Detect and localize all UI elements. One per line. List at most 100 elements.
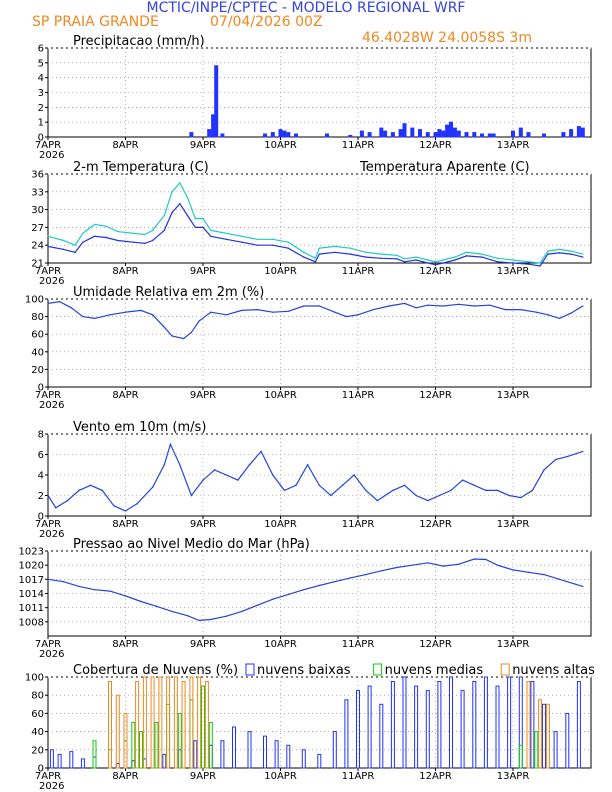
- data-point: [314, 261, 317, 263]
- y-tick-label: 0: [38, 764, 44, 775]
- x-tick-label: 8APR: [112, 140, 138, 151]
- data-point: [512, 262, 514, 264]
- data-point: [349, 253, 351, 255]
- data-point: [287, 310, 289, 313]
- data-point: [496, 261, 499, 263]
- data-point: [512, 569, 514, 571]
- bar: [207, 129, 212, 138]
- bar: [301, 749, 306, 769]
- data-point: [225, 314, 227, 316]
- header-location: SP PRAIA GRANDE: [32, 14, 159, 30]
- bar: [433, 132, 438, 138]
- bar: [425, 690, 430, 769]
- bar: [278, 129, 283, 138]
- bar: [402, 123, 407, 138]
- bar: [232, 726, 236, 769]
- data-point: [539, 265, 541, 267]
- x-tick-label: 12APR: [419, 266, 452, 277]
- bar: [359, 130, 364, 138]
- data-point: [202, 479, 204, 481]
- data-point: [169, 443, 172, 445]
- data-point: [225, 238, 227, 240]
- data-point: [151, 314, 154, 316]
- data-point: [179, 464, 181, 466]
- data-point: [105, 225, 107, 227]
- data-point: [144, 233, 146, 236]
- data-point: [427, 499, 429, 502]
- data-point: [554, 458, 557, 461]
- data-point: [566, 455, 568, 458]
- data-point: [256, 308, 258, 311]
- x-tick-label: 13APR: [497, 140, 530, 151]
- data-point: [303, 251, 305, 254]
- x-tick-label: 9APR: [190, 771, 216, 782]
- data-point: [55, 507, 57, 509]
- x-tick-label: 10APR: [264, 390, 297, 401]
- data-point: [376, 499, 379, 502]
- legend-swatch: [500, 663, 510, 676]
- data-point: [465, 251, 468, 254]
- data-point: [427, 562, 429, 564]
- bar: [511, 130, 515, 138]
- data-point: [171, 211, 173, 214]
- x-tick-label: 7APR: [35, 266, 61, 277]
- data-point: [179, 202, 181, 205]
- data-point: [434, 261, 437, 263]
- x-tick-label: 8APR: [112, 266, 138, 277]
- x-tick-label: 8APR: [112, 519, 138, 530]
- x-tick-label: 9APR: [190, 639, 216, 650]
- legend-entry: nuvens medias: [385, 663, 484, 678]
- data-point: [415, 259, 417, 261]
- bar: [49, 749, 54, 769]
- bar: [150, 676, 155, 769]
- data-point: [66, 499, 69, 502]
- panel-title: Vento em 10m (m/s): [73, 420, 206, 435]
- data-point: [155, 605, 158, 607]
- data-point: [47, 578, 49, 581]
- bar: [530, 681, 535, 769]
- y-tick-label: 0: [38, 512, 44, 523]
- data-point: [89, 484, 92, 486]
- y-tick-label: 1017: [19, 575, 44, 586]
- data-point: [372, 308, 375, 311]
- data-point: [496, 257, 499, 259]
- data-point: [136, 503, 138, 505]
- data-point: [485, 558, 487, 561]
- data-point: [481, 253, 483, 255]
- x-tick-label: 12APR: [419, 771, 452, 782]
- bar: [197, 676, 202, 769]
- bar: [204, 681, 209, 769]
- data-point: [481, 256, 483, 258]
- x-tick-label: 9APR: [190, 266, 216, 277]
- panel-title: Umidade Relativa em 2m (%): [73, 285, 264, 300]
- data-point: [74, 244, 76, 246]
- x-tick-label: 10APR: [264, 266, 297, 277]
- data-point: [434, 264, 437, 266]
- data-point: [151, 486, 154, 488]
- data-point: [202, 226, 204, 229]
- y-tick-label: 6: [38, 44, 44, 55]
- data-point: [82, 232, 84, 235]
- x-tick-label: 7APR: [35, 639, 61, 650]
- data-point: [109, 590, 111, 592]
- data-point: [47, 494, 49, 497]
- bar: [135, 681, 140, 769]
- header-run: 07/04/2026 00Z: [210, 14, 323, 30]
- data-point: [461, 479, 464, 481]
- data-point: [380, 570, 382, 572]
- bar: [402, 676, 407, 769]
- data-point: [109, 314, 111, 316]
- bar: [495, 685, 500, 769]
- data-point: [132, 241, 134, 243]
- series-line: [47, 558, 583, 622]
- bar: [580, 127, 585, 138]
- bar: [173, 676, 178, 769]
- data-point: [198, 619, 200, 622]
- data-point: [182, 337, 185, 340]
- data-point: [93, 589, 96, 591]
- data-point: [210, 229, 212, 232]
- bar: [410, 127, 415, 138]
- data-point: [93, 317, 96, 320]
- y-tick-label: 1023: [19, 547, 44, 558]
